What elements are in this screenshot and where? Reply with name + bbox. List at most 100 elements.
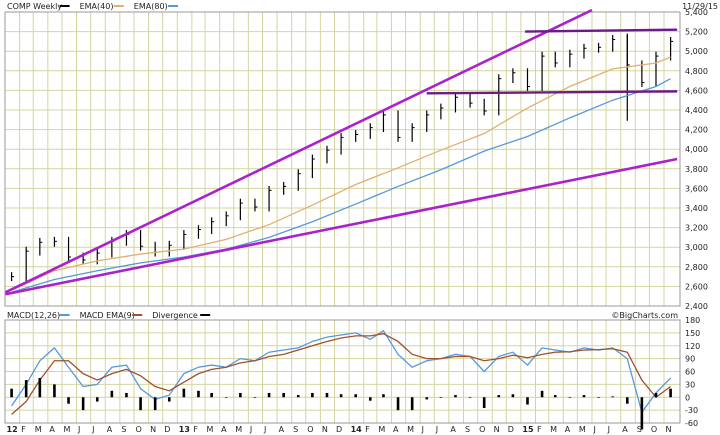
divergence-bar	[167, 397, 171, 402]
annotation-line	[426, 90, 678, 95]
x-tick-label: O	[651, 425, 657, 434]
divergence-bar	[482, 397, 486, 408]
x-tick-label: J	[249, 425, 252, 434]
x-tick-label: J	[421, 425, 424, 434]
divergence-bar	[654, 392, 658, 398]
x-tick-label: 14	[351, 425, 363, 434]
price-series-line	[11, 56, 671, 291]
x-tick-label: 15	[522, 425, 534, 434]
price-y-tick-label: 4,400	[685, 106, 708, 115]
divergence-bar	[253, 397, 257, 398]
price-series-line	[11, 78, 671, 293]
x-tick-label: N	[494, 425, 500, 434]
x-tick-label: J	[263, 425, 266, 434]
x-tick-label: M	[550, 425, 557, 434]
divergence-bar	[368, 397, 372, 401]
x-tick-label: N	[665, 425, 671, 434]
divergence-bar	[182, 388, 186, 398]
divergence-bar	[311, 392, 314, 398]
divergence-bar	[53, 384, 56, 398]
x-tick-label: D	[508, 425, 514, 434]
legend-label: MACD EMA(9)	[80, 311, 135, 320]
price-y-tick-label: 3,200	[685, 224, 708, 233]
macd-y-tick-label: 180	[685, 316, 700, 325]
x-tick-label: M	[579, 425, 586, 434]
annotation-line	[525, 28, 678, 33]
divergence-bar	[497, 395, 501, 398]
macd-y-tick-label: 60	[685, 368, 695, 377]
divergence-bar	[611, 396, 614, 398]
price-y-tick-label: 5,400	[685, 8, 708, 17]
x-tick-label: A	[107, 425, 113, 434]
price-series	[4, 8, 678, 296]
price-panel-frame	[4, 11, 681, 307]
x-tick-label: 12	[7, 425, 18, 434]
price-y-tick-label: 3,400	[685, 204, 708, 213]
x-tick-label: F	[365, 425, 370, 434]
x-tick-label: J	[592, 425, 595, 434]
price-y-tick-label: 2,800	[685, 263, 708, 272]
price-y-tick-label: 4,200	[685, 126, 708, 135]
divergence-bar	[382, 394, 385, 398]
x-tick-label: D	[336, 425, 342, 434]
macd-y-tick-label: 150	[685, 329, 700, 338]
x-tick-label: A	[393, 425, 399, 434]
x-tick-label: M	[407, 425, 414, 434]
x-tick-label: M	[235, 425, 242, 434]
x-tick-label: M	[378, 425, 385, 434]
x-tick-label: 13	[179, 425, 190, 434]
x-tick-label: J	[91, 425, 94, 434]
divergence-bar	[197, 390, 200, 398]
divergence-bar	[224, 397, 228, 398]
price-legend: COMP Weekly EMA(40) EMA(80)	[7, 2, 178, 11]
divergence-bar	[339, 394, 343, 398]
divergence-bar	[582, 395, 586, 398]
price-y-tick-label: 3,000	[685, 243, 708, 252]
x-tick-label: J	[435, 425, 438, 434]
x-tick-label: A	[49, 425, 55, 434]
macd-series-line	[11, 329, 672, 414]
x-tick-label: A	[279, 425, 285, 434]
x-tick-label: F	[193, 425, 198, 434]
annotation-line	[5, 157, 678, 296]
divergence-bar	[282, 392, 285, 398]
price-y-tick-label: 5,200	[685, 28, 708, 37]
macd-y-tick-label: 30	[685, 380, 695, 389]
macd-series	[10, 329, 672, 430]
divergence-bar	[24, 380, 28, 398]
divergence-bar	[210, 392, 213, 398]
divergence-bar	[110, 390, 114, 398]
divergence-bar	[425, 397, 429, 400]
divergence-bar	[640, 397, 644, 430]
divergence-bar	[354, 394, 357, 398]
x-tick-label: M	[207, 425, 214, 434]
x-tick-label: A	[221, 425, 227, 434]
divergence-bar	[597, 397, 600, 398]
divergence-bar	[153, 397, 157, 411]
x-tick-label: S	[121, 425, 126, 434]
x-axis: 12 F M A M J J A S O N D 13 F M A M J J A S O N D 14 F M A M J J A S O N D 1…	[7, 425, 672, 434]
divergence-bar	[526, 397, 529, 405]
divergence-bar	[125, 392, 128, 398]
price-y-tick-label: 2,600	[685, 282, 708, 291]
divergence-bar	[468, 397, 472, 398]
x-tick-label: A	[565, 425, 571, 434]
x-tick-label: S	[293, 425, 298, 434]
x-tick-label: N	[150, 425, 156, 434]
divergence-bar	[439, 397, 443, 398]
divergence-bar	[95, 397, 99, 402]
x-tick-label: A	[622, 425, 628, 434]
price-y-tick-label: 4,000	[685, 145, 708, 154]
legend-label: EMA(40)	[80, 2, 114, 11]
x-tick-label: M	[63, 425, 70, 434]
divergence-bar	[540, 390, 544, 398]
legend-label: MACD(12,26)	[7, 311, 60, 320]
divergence-bar	[669, 388, 672, 398]
x-tick-label: D	[164, 425, 170, 434]
x-tick-label: M	[35, 425, 42, 434]
x-tick-label: F	[21, 425, 26, 434]
divergence-bar	[625, 397, 629, 404]
legend-label: COMP Weekly	[7, 2, 62, 11]
